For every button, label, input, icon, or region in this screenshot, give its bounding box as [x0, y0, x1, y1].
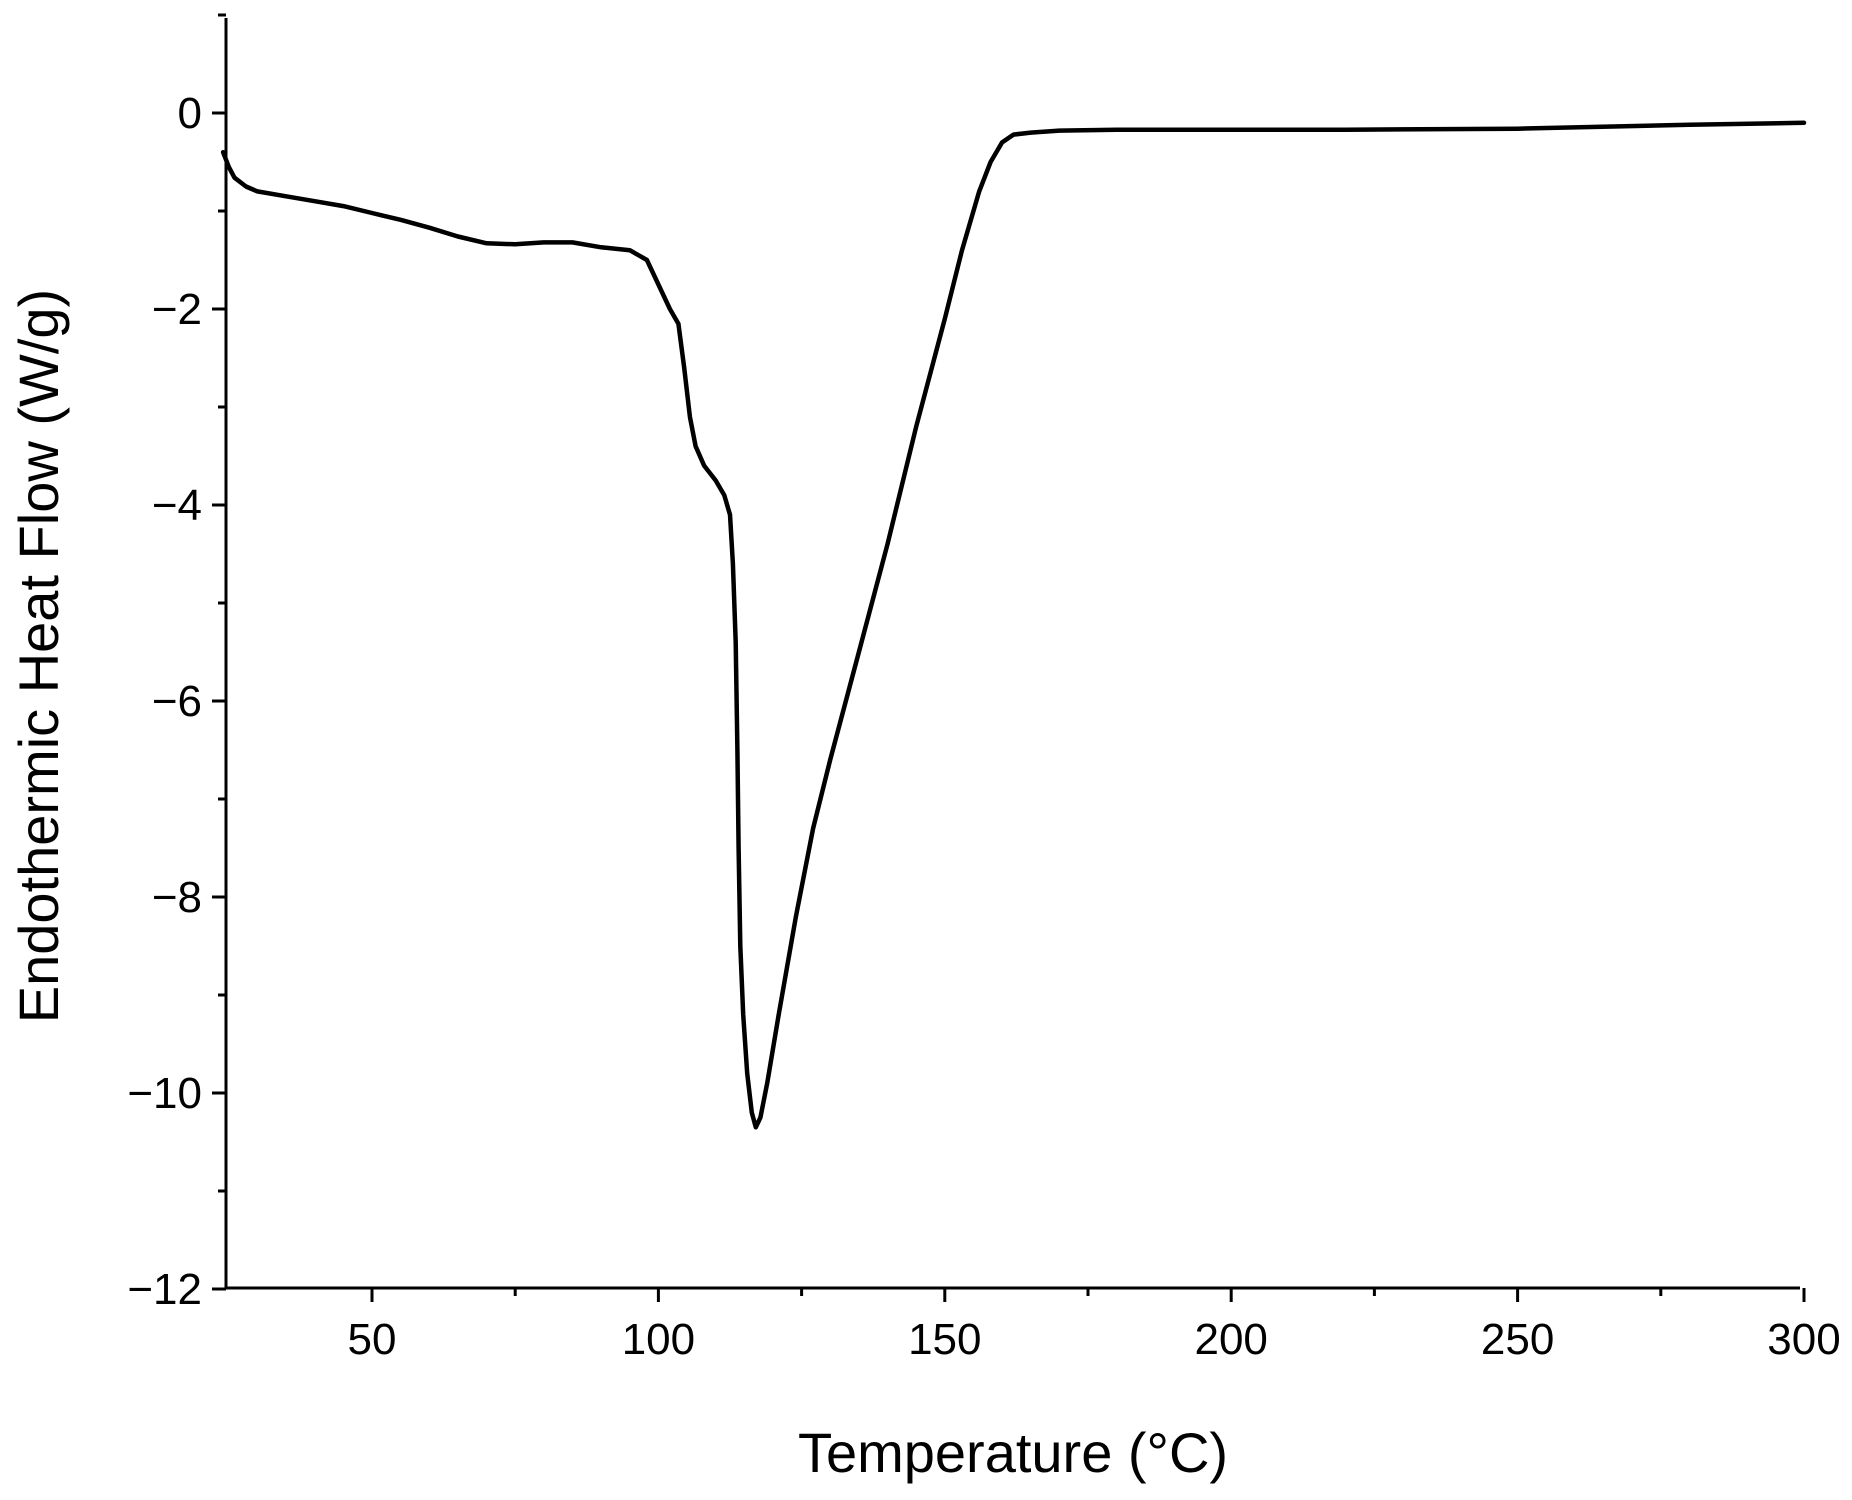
y-axis-label: Endothermic Heat Flow (W/g) [7, 289, 70, 1023]
y-tick-label: −10 [127, 1069, 202, 1118]
y-tick-label: −6 [152, 677, 202, 726]
y-tick-label: −12 [127, 1265, 202, 1314]
x-axis-ticks: 50 100 150 200 250 300 [348, 1288, 1841, 1364]
x-tick-label: 300 [1767, 1315, 1840, 1364]
x-tick-label: 200 [1194, 1315, 1267, 1364]
heat-flow-series-line [220, 120, 1807, 1130]
y-tick-label: −4 [152, 481, 202, 530]
x-tick-label: 150 [908, 1315, 981, 1364]
y-axis-ticks: 0 −2 −4 −6 −8 −10 −12 [127, 13, 226, 1314]
x-tick-label: 100 [622, 1315, 695, 1364]
y-tick-label: 0 [178, 89, 202, 138]
x-tick-label: 250 [1481, 1315, 1554, 1364]
x-tick-label: 50 [348, 1315, 397, 1364]
x-axis-label: Temperature (°C) [798, 1421, 1228, 1484]
y-tick-label: −8 [152, 873, 202, 922]
y-tick-label: −2 [152, 285, 202, 334]
